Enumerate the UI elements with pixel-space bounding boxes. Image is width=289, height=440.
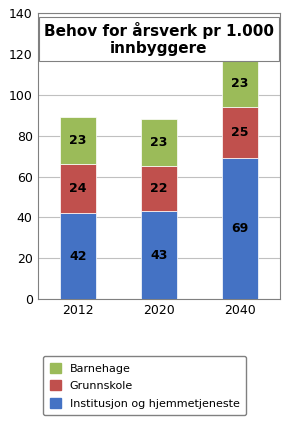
Bar (141, 166, 177, 211)
Bar (222, 60, 258, 107)
Text: 25: 25 (231, 126, 249, 139)
Bar (60, 165, 96, 213)
Text: 43: 43 (150, 249, 168, 262)
Text: Behov for årsverk pr 1.000
innbyggere: Behov for årsverk pr 1.000 innbyggere (44, 22, 274, 56)
Bar (141, 119, 177, 166)
Text: 42: 42 (69, 250, 87, 263)
Text: 22: 22 (150, 183, 168, 195)
Text: 23: 23 (69, 134, 87, 147)
Text: 24: 24 (69, 183, 87, 195)
Text: 69: 69 (231, 222, 249, 235)
Text: 23: 23 (150, 136, 168, 150)
Bar (222, 107, 258, 158)
Bar (60, 213, 96, 299)
Text: 23: 23 (231, 77, 249, 90)
Bar (60, 117, 96, 165)
Bar (222, 158, 258, 299)
Bar (141, 211, 177, 299)
Legend: Barnehage, Grunnskole, Institusjon og hjemmetjeneste: Barnehage, Grunnskole, Institusjon og hj… (43, 356, 246, 415)
